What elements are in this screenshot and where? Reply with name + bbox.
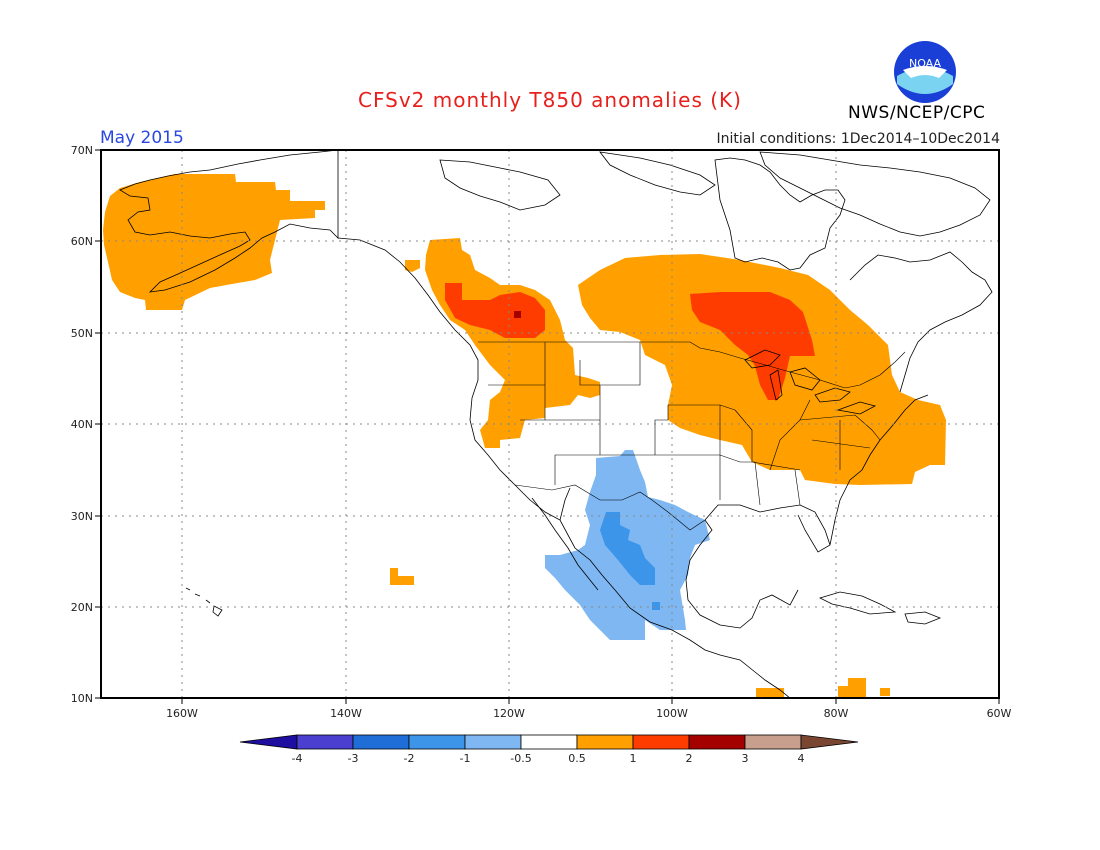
agency-label: NWS/NCEP/CPC — [848, 103, 986, 123]
colorbar-labels: -4 -3 -2 -1 -0.5 0.5 1 2 3 4 — [292, 752, 805, 765]
tick-marks — [95, 149, 1000, 704]
colorbar-arrow-right — [800, 734, 859, 750]
anomaly-strong-bc — [445, 283, 545, 338]
colorbar-swatch — [520, 734, 578, 750]
coast-baja — [531, 487, 599, 591]
anomaly-strong-great-lakes — [690, 292, 815, 400]
anomaly-warm-alaska — [103, 174, 325, 310]
coast-arctic-3 — [759, 151, 991, 237]
anomaly-cool-strong-2 — [652, 602, 660, 610]
anomaly-warm-small-1 — [405, 260, 420, 272]
anomaly-field — [103, 174, 946, 698]
colorbar — [239, 734, 859, 750]
lon-label: 120W — [493, 707, 525, 720]
lat-labels: 70N 60N 50N 40N 30N 20N 10N — [71, 144, 93, 705]
lon-label: 160W — [166, 707, 198, 720]
lon-label: 80W — [824, 707, 849, 720]
forecast-month: May 2015 — [100, 128, 184, 148]
coast-labrador — [849, 251, 993, 393]
anomaly-warm-caribbean-2 — [880, 688, 890, 696]
coast-hawaii — [185, 587, 223, 617]
anomaly-warm-rockies — [425, 238, 600, 448]
colorbar-label: -2 — [404, 752, 415, 765]
colorbar-label: -3 — [348, 752, 359, 765]
colorbar-swatch — [352, 734, 410, 750]
colorbar-label: 0.5 — [568, 752, 586, 765]
colorbar-label: 3 — [742, 752, 749, 765]
lat-label: 20N — [71, 601, 93, 614]
anomaly-warm-hawaii-north — [390, 568, 414, 585]
lat-label: 70N — [71, 144, 93, 157]
lon-label: 60W — [987, 707, 1012, 720]
colorbar-label: 1 — [630, 752, 637, 765]
coast-arctic-2 — [599, 151, 716, 196]
border-us-mexico — [514, 484, 706, 531]
colorbar-label: -0.5 — [510, 752, 531, 765]
colorbar-swatch — [632, 734, 690, 750]
colorbar-swatch — [296, 734, 354, 750]
colorbar-label: -4 — [292, 752, 303, 765]
coast-alaska — [119, 150, 339, 293]
anomaly-warm-caribbean — [838, 678, 866, 698]
coast-arctic-1 — [439, 159, 561, 211]
lat-label: 50N — [71, 327, 93, 340]
coast-hispaniola — [904, 611, 942, 625]
page-title: CFSv2 monthly T850 anomalies (K) — [358, 88, 742, 112]
coast-great-lakes — [744, 349, 877, 415]
colorbar-label: 4 — [798, 752, 805, 765]
anomaly-cool-strong-1 — [600, 512, 655, 585]
colorbar-swatch — [408, 734, 466, 750]
colorbar-label: 2 — [686, 752, 693, 765]
lon-label: 100W — [656, 707, 688, 720]
lat-label: 40N — [71, 418, 93, 431]
coast-gulf — [685, 394, 929, 629]
border-us-canada — [478, 341, 906, 389]
colorbar-swatch — [744, 734, 802, 750]
anomaly-very-strong-bc — [514, 311, 521, 318]
lat-label: 30N — [71, 510, 93, 523]
lon-labels: 160W 140W 120W 100W 80W 60W — [166, 707, 1011, 720]
colorbar-label: -1 — [460, 752, 471, 765]
noaa-logo: NOAA — [893, 40, 957, 104]
colorbar-swatch — [464, 734, 522, 750]
svg-text:NOAA: NOAA — [909, 57, 942, 70]
gridlines — [101, 150, 999, 698]
lat-label: 60N — [71, 235, 93, 248]
colorbar-swatch — [576, 734, 634, 750]
border-states — [488, 342, 881, 506]
political-borders — [478, 341, 906, 531]
anomaly-warm-central-america — [756, 688, 784, 698]
lon-label: 140W — [330, 707, 362, 720]
colorbar-arrow-left — [239, 734, 298, 750]
coast-west — [337, 237, 791, 698]
colorbar-swatch — [688, 734, 746, 750]
coast-cuba — [818, 591, 897, 615]
lat-label: 10N — [71, 692, 93, 705]
coastlines — [119, 150, 993, 698]
coast-hudson-bay — [714, 157, 846, 271]
initial-conditions: Initial conditions: 1Dec2014–10Dec2014 — [716, 131, 1000, 147]
